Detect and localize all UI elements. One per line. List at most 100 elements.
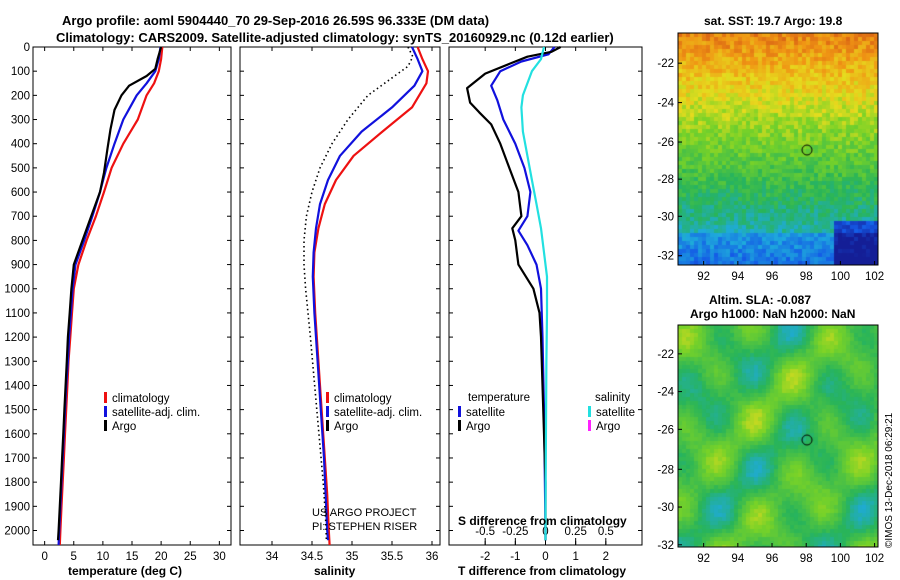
map-x-tick-label: 96 xyxy=(766,553,779,565)
x-tick-label: 25 xyxy=(184,551,197,563)
map-frame xyxy=(677,324,879,548)
depth-tick-label: 1100 xyxy=(5,308,30,320)
salinity-axis-label: salinity xyxy=(314,564,356,578)
sla-map-title-1: Altim. SLA: -0.087 xyxy=(709,293,812,307)
depth-tick-label: 500 xyxy=(11,163,30,175)
legend3-t-argo: Argo xyxy=(458,420,490,433)
legend3-salinity-head: salinity xyxy=(595,392,631,404)
x-tick-label: 36 xyxy=(426,551,439,563)
series-climatology xyxy=(312,46,430,546)
satellite-swatch xyxy=(104,406,107,417)
depth-tick-label: 100 xyxy=(11,66,30,78)
x-tick-label: 0 xyxy=(41,551,47,563)
depth-tick-label: 1600 xyxy=(4,429,30,441)
sst-map-axes: 92 94 96 98 100 102 -22 -24 -26 -28 -30 -32 xyxy=(657,32,884,283)
map-x-tick-label: 98 xyxy=(800,553,813,565)
legend2-satellite: satellite-adj. clim. xyxy=(326,406,422,419)
argo-swatch-2 xyxy=(326,420,329,431)
temperature-panel: 0100200300400500600700800900100011001200… xyxy=(4,42,232,563)
map-x-tick-label: 98 xyxy=(800,271,813,283)
legend3-t-argo-label: Argo xyxy=(466,421,491,433)
argo-swatch xyxy=(104,420,107,431)
climatology-swatch-2 xyxy=(326,392,329,403)
map-x-tick-label: 102 xyxy=(865,271,884,283)
legend3-t-satellite-label: satellite xyxy=(466,407,505,419)
imos-stamp: ©IMOS 13-Dec-2018 06:29:21 xyxy=(884,412,895,548)
map-y-tick-label: -28 xyxy=(657,174,674,186)
t-diff-axis-label: T difference from climatology xyxy=(458,564,627,578)
x-tick-label: 34 xyxy=(266,551,279,563)
map-y-tick-label: -30 xyxy=(657,211,674,223)
map-y-tick-label: -22 xyxy=(657,349,674,361)
series-argo xyxy=(56,46,163,541)
depth-tick-label: 1700 xyxy=(4,453,30,465)
sla-map-title-2: Argo h1000: NaN h2000: NaN xyxy=(690,307,856,321)
s-tick-label: 0.25 xyxy=(564,526,586,538)
series-climatology xyxy=(58,46,164,546)
x-tick-label: 0 xyxy=(542,551,548,563)
s-diff-axis-label: S difference from climatology xyxy=(458,514,627,528)
x-tick-label: -2 xyxy=(480,551,490,563)
map-y-tick-label: -26 xyxy=(657,424,674,436)
legend3-temperature-head: temperature xyxy=(468,392,531,404)
depth-tick-label: 400 xyxy=(11,139,30,151)
legend3-s-satellite-label: satellite xyxy=(596,407,635,419)
map-y-tick-label: -24 xyxy=(657,98,674,110)
s-tick-label: -0.25 xyxy=(502,526,528,538)
satellite-swatch-2 xyxy=(326,406,329,417)
header-line-1: Argo profile: aoml 5904440_70 29-Sep-201… xyxy=(62,13,490,28)
depth-tick-label: 2000 xyxy=(4,525,30,537)
x-tick-label: -1 xyxy=(510,551,520,563)
x-tick-label: 34.5 xyxy=(301,551,323,563)
depth-tick-label: 300 xyxy=(11,115,30,127)
legend3-s-argo-label: Argo xyxy=(596,421,621,433)
series-satellite-adj-clim- xyxy=(311,46,424,541)
map-x-tick-label: 100 xyxy=(831,271,850,283)
s-tick-label: -0.5 xyxy=(475,526,495,538)
legend-climatology-label: climatology xyxy=(112,393,170,405)
x-tick-label: 35.5 xyxy=(381,551,403,563)
map-x-tick-label: 92 xyxy=(697,271,710,283)
depth-tick-label: 200 xyxy=(11,90,30,102)
depth-tick-label: 1000 xyxy=(4,284,30,296)
sst-map-title: sat. SST: 19.7 Argo: 19.8 xyxy=(704,14,843,28)
x-tick-label: 20 xyxy=(155,551,168,563)
map-frame xyxy=(677,32,879,266)
header-line-2: Climatology: CARS2009. Satellite-adjuste… xyxy=(56,30,614,45)
x-tick-label: 30 xyxy=(213,551,226,563)
depth-tick-label: 0 xyxy=(24,42,30,54)
depth-tick-label: 1800 xyxy=(4,477,30,489)
t-argo-swatch xyxy=(458,420,461,431)
map-y-tick-label: -24 xyxy=(657,387,674,399)
x-tick-label: 2 xyxy=(603,551,609,563)
depth-tick-label: 1200 xyxy=(4,332,30,344)
depth-tick-label: 700 xyxy=(11,211,30,223)
credit-line-2: PI: STEPHEN RISER xyxy=(312,521,418,533)
map-y-tick-label: -28 xyxy=(657,464,674,476)
credit-line-1: US ARGO PROJECT xyxy=(312,507,417,519)
map-x-tick-label: 96 xyxy=(766,271,779,283)
legend-argo-label: Argo xyxy=(112,421,137,433)
x-tick-label: 1 xyxy=(572,551,578,563)
depth-tick-label: 1300 xyxy=(4,356,30,368)
legend3-t-satellite: satellite xyxy=(458,406,505,419)
map-x-tick-label: 92 xyxy=(697,553,710,565)
map-y-tick-label: -32 xyxy=(657,540,674,552)
legend-climatology: climatology xyxy=(104,392,170,405)
legend-argo: Argo xyxy=(104,420,136,433)
map-x-tick-label: 100 xyxy=(831,553,850,565)
sla-map-axes: 92 94 96 98 100 102 -22 -24 -26 -28 -30 -32 xyxy=(657,324,884,565)
legend3-s-satellite: satellite xyxy=(588,406,635,419)
climatology-swatch xyxy=(104,392,107,403)
x-tick-label: 35 xyxy=(346,551,359,563)
plot-frame xyxy=(239,46,441,546)
difference-panel: -2 -1 0 1 2-0.5 -0.25 0 0.25 0.5 xyxy=(448,46,643,563)
legend2-climatology: climatology xyxy=(326,392,392,405)
map-y-tick-label: -22 xyxy=(657,58,674,70)
series-t-argo xyxy=(466,46,562,541)
legend2-climatology-label: climatology xyxy=(334,393,392,405)
t-satellite-swatch xyxy=(458,406,461,417)
x-tick-label: 15 xyxy=(126,551,139,563)
sla-heatmap xyxy=(678,325,878,547)
